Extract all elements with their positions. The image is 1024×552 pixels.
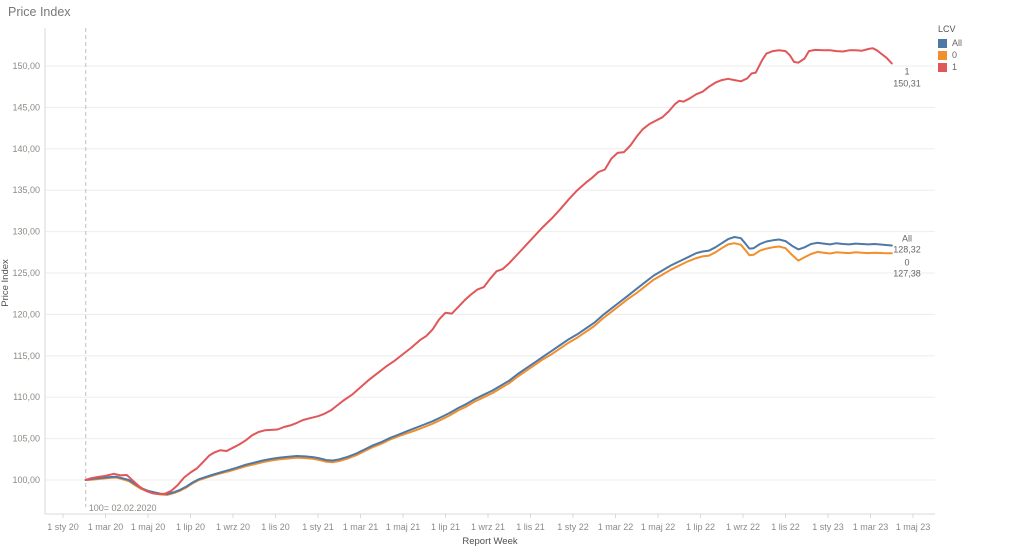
baseline-annotation: 100= 02.02.2020 — [89, 503, 157, 513]
y-tick-label: 145,00 — [12, 102, 40, 112]
x-tick-label: 1 lip 21 — [431, 522, 460, 532]
y-tick-label: 150,00 — [12, 61, 40, 71]
legend-title: LCV — [938, 24, 956, 34]
series-end-name-1: 1 — [904, 66, 909, 76]
series-end-name-0: 0 — [904, 257, 909, 267]
series-line-1[interactable] — [84, 47, 893, 496]
legend-item-0[interactable]: 0 — [938, 49, 962, 61]
legend: LCV All 0 1 — [938, 24, 962, 73]
y-tick-label: 130,00 — [12, 227, 40, 237]
x-tick-label: 1 mar 22 — [598, 522, 634, 532]
x-tick-label: 1 wrz 21 — [471, 522, 505, 532]
x-tick-label: 1 lip 22 — [686, 522, 715, 532]
x-tick-label: 1 maj 20 — [131, 522, 166, 532]
x-tick-label: 1 lis 20 — [261, 522, 290, 532]
chart-title: Price Index — [8, 5, 71, 19]
x-tick-label: 1 wrz 20 — [216, 522, 250, 532]
y-axis-title: Price Index — [0, 259, 11, 307]
series-end-value-0: 127,38 — [893, 268, 921, 278]
y-tick-label: 125,00 — [12, 268, 40, 278]
x-tick-label: 1 mar 23 — [853, 522, 889, 532]
y-tick-label: 120,00 — [12, 309, 40, 319]
y-tick-label: 105,00 — [12, 434, 40, 444]
x-tick-label: 1 mar 21 — [343, 522, 379, 532]
x-tick-label: 1 sty 20 — [47, 522, 79, 532]
x-tick-label: 1 lis 21 — [516, 522, 545, 532]
x-tick-label: 1 lis 22 — [771, 522, 800, 532]
legend-swatch-1 — [938, 62, 947, 72]
legend-swatch-all — [938, 38, 947, 48]
x-tick-label: 1 wrz 22 — [726, 522, 760, 532]
legend-swatch-0 — [938, 50, 947, 60]
y-tick-label: 115,00 — [13, 351, 40, 361]
x-tick-label: 1 mar 20 — [88, 522, 124, 532]
legend-label-0: 0 — [952, 50, 958, 60]
series-end-name-all: All — [902, 234, 912, 244]
x-axis-title: Report Week — [462, 536, 518, 547]
x-tick-label: 1 sty 21 — [302, 522, 334, 532]
legend-label-all: All — [952, 38, 963, 48]
legend-item-1[interactable]: 1 — [938, 61, 962, 73]
y-tick-label: 110,00 — [13, 392, 40, 402]
legend-item-all[interactable]: All — [938, 37, 962, 49]
y-tick-label: 135,00 — [12, 185, 40, 195]
x-tick-label: 1 maj 23 — [896, 522, 931, 532]
legend-label-1: 1 — [952, 62, 958, 72]
x-tick-label: 1 sty 23 — [812, 522, 844, 532]
x-tick-label: 1 lip 20 — [176, 522, 205, 532]
series-end-value-1: 150,31 — [893, 78, 921, 88]
x-tick-label: 1 sty 22 — [557, 522, 589, 532]
x-tick-label: 1 maj 22 — [641, 522, 676, 532]
x-tick-label: 1 maj 21 — [386, 522, 421, 532]
series-line-all[interactable] — [84, 236, 893, 496]
y-tick-label: 100,00 — [12, 475, 40, 485]
series-end-value-all: 128,32 — [893, 245, 921, 255]
y-tick-label: 140,00 — [12, 144, 40, 154]
